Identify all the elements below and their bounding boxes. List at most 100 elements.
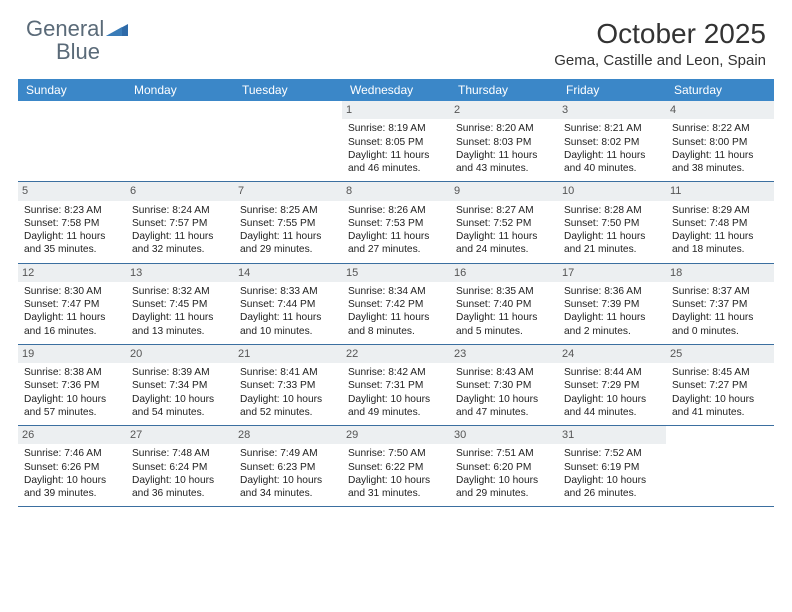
daylight-text-1: Daylight: 10 hours [24,474,120,487]
day-number: 17 [558,264,666,282]
logo-word1: General [26,16,104,41]
weekday-header: Wednesday [342,79,450,101]
day-cell [234,101,342,181]
sunrise-text: Sunrise: 7:46 AM [24,447,120,460]
day-cell: 15Sunrise: 8:34 AMSunset: 7:42 PMDayligh… [342,264,450,344]
sunset-text: Sunset: 6:24 PM [132,461,228,474]
daylight-text-2: and 43 minutes. [456,162,552,175]
sunset-text: Sunset: 7:57 PM [132,217,228,230]
sunset-text: Sunset: 7:44 PM [240,298,336,311]
sunset-text: Sunset: 7:55 PM [240,217,336,230]
day-cell: 12Sunrise: 8:30 AMSunset: 7:47 PMDayligh… [18,264,126,344]
sunrise-text: Sunrise: 8:21 AM [564,122,660,135]
sunrise-text: Sunrise: 8:29 AM [672,204,768,217]
day-number: 23 [450,345,558,363]
sunrise-text: Sunrise: 8:25 AM [240,204,336,217]
day-number: 27 [126,426,234,444]
daylight-text-2: and 35 minutes. [24,243,120,256]
sunset-text: Sunset: 8:03 PM [456,136,552,149]
daylight-text-1: Daylight: 11 hours [240,230,336,243]
sunset-text: Sunset: 7:48 PM [672,217,768,230]
day-number: 21 [234,345,342,363]
day-number: 1 [342,101,450,119]
logo-triangle-icon [106,22,128,41]
daylight-text-2: and 40 minutes. [564,162,660,175]
daylight-text-1: Daylight: 11 hours [456,311,552,324]
daylight-text-2: and 13 minutes. [132,325,228,338]
day-cell: 1Sunrise: 8:19 AMSunset: 8:05 PMDaylight… [342,101,450,181]
calendar-table: Sunday Monday Tuesday Wednesday Thursday… [18,79,774,507]
day-number: 18 [666,264,774,282]
sunrise-text: Sunrise: 7:52 AM [564,447,660,460]
day-number: 12 [18,264,126,282]
sunset-text: Sunset: 7:45 PM [132,298,228,311]
day-number: 28 [234,426,342,444]
daylight-text-2: and 52 minutes. [240,406,336,419]
daylight-text-1: Daylight: 11 hours [456,230,552,243]
sunrise-text: Sunrise: 8:37 AM [672,285,768,298]
weekday-header: Thursday [450,79,558,101]
daylight-text-2: and 18 minutes. [672,243,768,256]
sunrise-text: Sunrise: 7:49 AM [240,447,336,460]
day-cell [666,426,774,506]
sunset-text: Sunset: 6:20 PM [456,461,552,474]
sunrise-text: Sunrise: 8:32 AM [132,285,228,298]
sunrise-text: Sunrise: 8:19 AM [348,122,444,135]
daylight-text-1: Daylight: 11 hours [348,230,444,243]
sunrise-text: Sunrise: 8:36 AM [564,285,660,298]
sunset-text: Sunset: 7:47 PM [24,298,120,311]
daylight-text-2: and 2 minutes. [564,325,660,338]
sunset-text: Sunset: 6:19 PM [564,461,660,474]
sunrise-text: Sunrise: 8:33 AM [240,285,336,298]
daylight-text-2: and 36 minutes. [132,487,228,500]
sunset-text: Sunset: 7:53 PM [348,217,444,230]
day-number: 10 [558,182,666,200]
logo-word2: Blue [56,39,100,64]
daylight-text-1: Daylight: 11 hours [348,149,444,162]
day-cell: 23Sunrise: 8:43 AMSunset: 7:30 PMDayligh… [450,345,558,425]
sunrise-text: Sunrise: 8:26 AM [348,204,444,217]
sunset-text: Sunset: 7:27 PM [672,379,768,392]
month-title: October 2025 [554,18,766,50]
daylight-text-2: and 44 minutes. [564,406,660,419]
sunrise-text: Sunrise: 8:41 AM [240,366,336,379]
day-number: 7 [234,182,342,200]
sunset-text: Sunset: 7:39 PM [564,298,660,311]
day-cell: 24Sunrise: 8:44 AMSunset: 7:29 PMDayligh… [558,345,666,425]
daylight-text-2: and 21 minutes. [564,243,660,256]
day-number: 16 [450,264,558,282]
day-cell: 9Sunrise: 8:27 AMSunset: 7:52 PMDaylight… [450,182,558,262]
day-cell: 27Sunrise: 7:48 AMSunset: 6:24 PMDayligh… [126,426,234,506]
sunrise-text: Sunrise: 8:30 AM [24,285,120,298]
logo-text: General Blue [26,18,128,64]
day-cell: 8Sunrise: 8:26 AMSunset: 7:53 PMDaylight… [342,182,450,262]
location-subtitle: Gema, Castille and Leon, Spain [554,52,766,69]
sunrise-text: Sunrise: 8:45 AM [672,366,768,379]
daylight-text-1: Daylight: 10 hours [348,393,444,406]
daylight-text-2: and 0 minutes. [672,325,768,338]
daylight-text-2: and 47 minutes. [456,406,552,419]
daylight-text-2: and 41 minutes. [672,406,768,419]
day-cell: 17Sunrise: 8:36 AMSunset: 7:39 PMDayligh… [558,264,666,344]
day-cell: 26Sunrise: 7:46 AMSunset: 6:26 PMDayligh… [18,426,126,506]
day-number: 30 [450,426,558,444]
sunrise-text: Sunrise: 8:24 AM [132,204,228,217]
sunrise-text: Sunrise: 7:48 AM [132,447,228,460]
page-header: General Blue October 2025 Gema, Castille… [0,0,792,73]
daylight-text-1: Daylight: 10 hours [456,474,552,487]
day-cell: 19Sunrise: 8:38 AMSunset: 7:36 PMDayligh… [18,345,126,425]
weekday-header: Saturday [666,79,774,101]
day-cell: 10Sunrise: 8:28 AMSunset: 7:50 PMDayligh… [558,182,666,262]
daylight-text-2: and 49 minutes. [348,406,444,419]
daylight-text-2: and 10 minutes. [240,325,336,338]
sunset-text: Sunset: 8:00 PM [672,136,768,149]
daylight-text-1: Daylight: 10 hours [132,393,228,406]
sunset-text: Sunset: 7:50 PM [564,217,660,230]
sunset-text: Sunset: 7:31 PM [348,379,444,392]
weekday-header-row: Sunday Monday Tuesday Wednesday Thursday… [18,79,774,101]
sunrise-text: Sunrise: 8:38 AM [24,366,120,379]
sunrise-text: Sunrise: 7:50 AM [348,447,444,460]
sunset-text: Sunset: 7:42 PM [348,298,444,311]
sunset-text: Sunset: 7:36 PM [24,379,120,392]
daylight-text-2: and 34 minutes. [240,487,336,500]
